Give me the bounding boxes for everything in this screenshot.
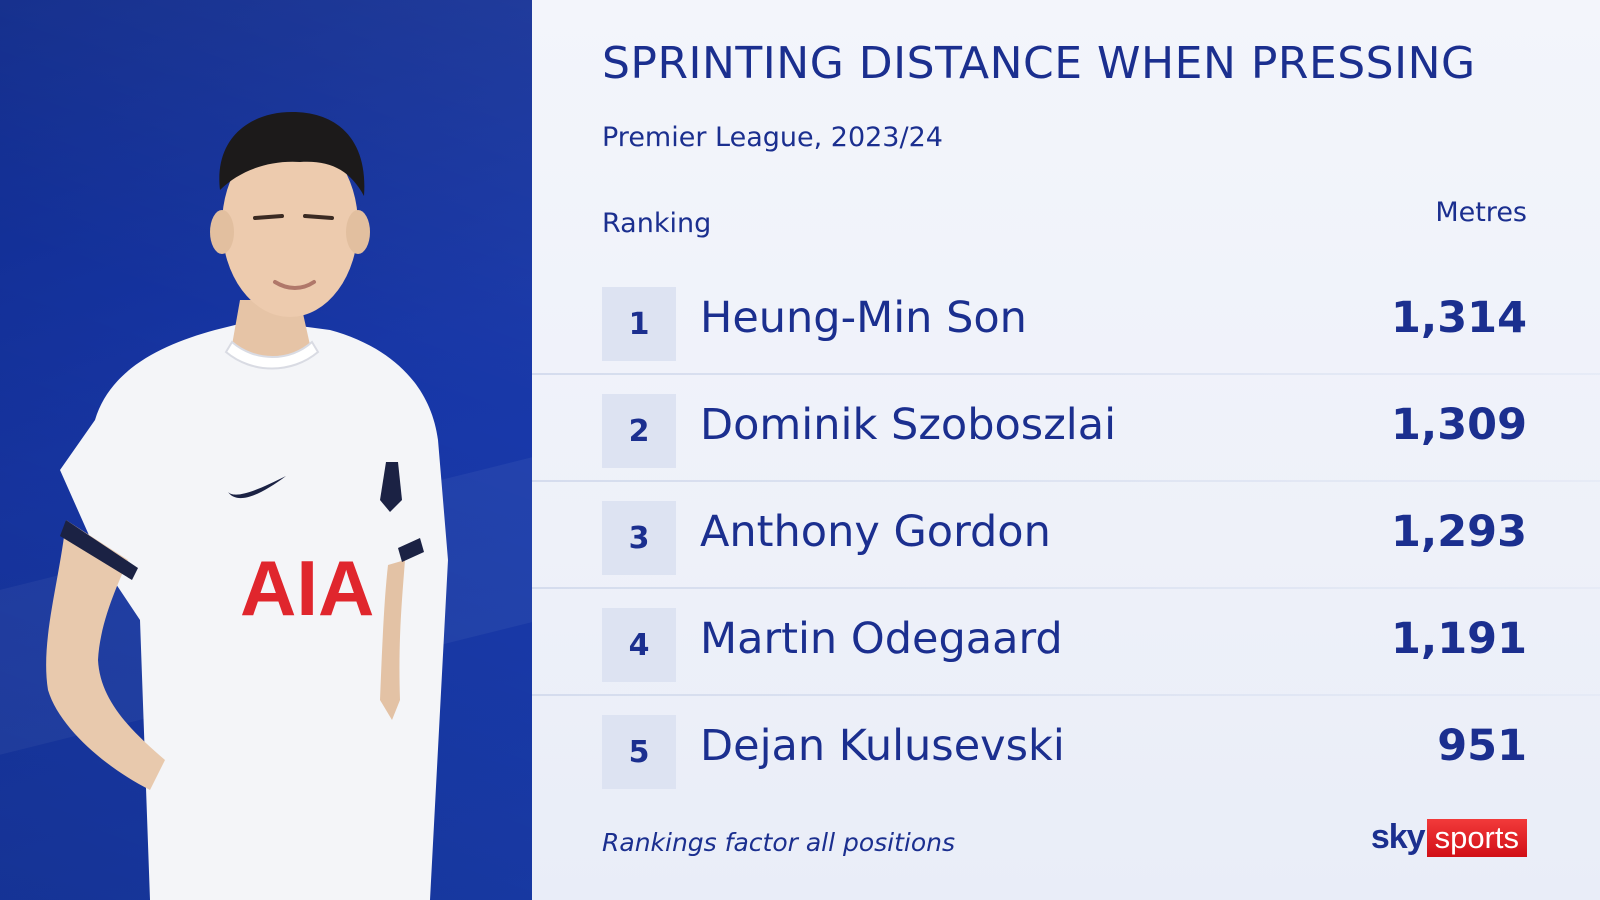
rank-badge: 2 <box>602 394 676 468</box>
table-row: 3 Anthony Gordon 1,293 <box>532 485 1600 589</box>
table-row: 5 Dejan Kulusevski 951 <box>532 699 1600 803</box>
row-divider <box>532 694 1600 696</box>
rank-badge: 1 <box>602 287 676 361</box>
distance-value: 1,309 <box>1390 400 1527 450</box>
logo-sports-text: sports <box>1426 818 1527 857</box>
ranking-panel <box>532 0 1600 900</box>
player-name: Dejan Kulusevski <box>700 721 1065 771</box>
player-name: Dominik Szoboszlai <box>700 400 1117 450</box>
distance-value: 1,191 <box>1390 614 1527 664</box>
row-divider <box>532 587 1600 589</box>
player-photo-panel: AIA <box>0 0 532 900</box>
player-name: Heung-Min Son <box>700 293 1027 343</box>
distance-value: 1,293 <box>1390 507 1527 557</box>
column-header-ranking: Ranking <box>602 208 712 239</box>
logo-sky-text: sky <box>1370 818 1426 856</box>
table-row: 4 Martin Odegaard 1,191 <box>532 592 1600 696</box>
svg-text:AIA: AIA <box>240 544 374 632</box>
rank-badge: 3 <box>602 501 676 575</box>
row-divider <box>532 480 1600 482</box>
distance-value: 1,314 <box>1390 293 1527 343</box>
chart-title: SPRINTING DISTANCE WHEN PRESSING <box>602 38 1476 89</box>
table-row: 1 Heung-Min Son 1,314 <box>532 271 1600 375</box>
distance-value: 951 <box>1437 721 1527 771</box>
chart-subtitle: Premier League, 2023/24 <box>602 122 943 153</box>
rank-badge: 4 <box>602 608 676 682</box>
player-photo: AIA <box>46 112 448 900</box>
footnote: Rankings factor all positions <box>602 828 956 857</box>
row-divider <box>532 373 1600 375</box>
rank-badge: 5 <box>602 715 676 789</box>
player-name: Anthony Gordon <box>700 507 1051 557</box>
player-name: Martin Odegaard <box>700 614 1063 664</box>
table-row: 2 Dominik Szoboszlai 1,309 <box>532 378 1600 482</box>
sky-sports-logo: sky sports <box>1371 818 1527 857</box>
column-header-metres: Metres <box>1435 197 1527 228</box>
